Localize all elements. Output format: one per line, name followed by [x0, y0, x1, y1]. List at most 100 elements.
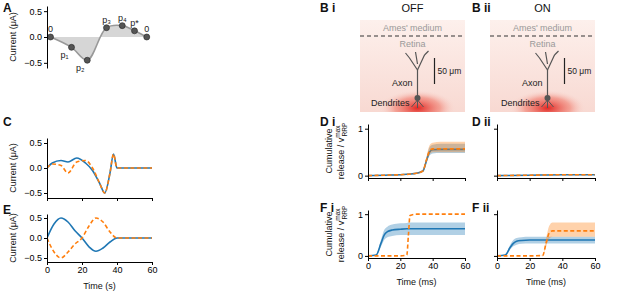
y-tick: 0: [358, 251, 368, 261]
point: [132, 28, 138, 34]
point-label: 0: [48, 24, 53, 34]
x-tick: 20: [396, 258, 406, 271]
y-axis-line: [47, 139, 48, 199]
y-axis-title: Current (μA): [8, 12, 18, 62]
x-tick: 40: [112, 262, 122, 275]
y-tick-label: 0.0: [29, 32, 42, 42]
y-tick: −0.5: [24, 253, 47, 263]
x-tick-mark: [595, 178, 596, 181]
y-tick: [494, 129, 497, 130]
y-tick-mark: [494, 214, 497, 215]
x-tick-label: 20: [77, 265, 87, 275]
point-label: p₃: [102, 15, 111, 25]
line: [497, 231, 595, 256]
point-label: 0: [144, 24, 149, 34]
x-tick-mark: [400, 178, 401, 181]
line: [368, 229, 465, 256]
medium-label: Ames' medium: [383, 23, 442, 33]
plot-marks: [47, 154, 152, 193]
panel: D ii: [472, 115, 596, 181]
y-axis-title-sub: RRP: [341, 123, 348, 137]
tissue-label: Retina: [529, 39, 555, 49]
x-axis: [498, 178, 596, 181]
error-band: [368, 142, 465, 176]
diagram-body: [360, 20, 465, 112]
x-tick: 20: [525, 258, 535, 271]
axon-label: Axon: [522, 78, 543, 88]
y-tick-mark: [44, 193, 47, 194]
y-tick-mark: [494, 129, 497, 130]
x-axis: [48, 198, 153, 201]
diagram-body: [490, 20, 595, 112]
x-tick-mark: [497, 178, 498, 181]
plot-marks: [497, 223, 595, 256]
neuron-axon: [547, 70, 548, 96]
panel-label: B i: [320, 1, 335, 15]
error-band: [368, 144, 465, 176]
x-axis-title: Time (ms): [396, 277, 436, 287]
y-axis: −0.50.00.5: [24, 213, 47, 263]
y-tick-mark: [365, 129, 368, 130]
x-tick-mark: [562, 178, 563, 181]
y-axis: 01: [358, 210, 369, 262]
scale-bar: [564, 58, 565, 84]
x-axis-title: Time (s): [83, 281, 116, 291]
x-tick: 60: [147, 262, 157, 275]
y-tick: −0.5: [24, 188, 47, 198]
y-axis-line: [368, 211, 369, 259]
y-tick: 0.5: [29, 138, 47, 148]
x-tick: 0: [366, 258, 371, 271]
x-tick-label: 60: [147, 265, 157, 275]
y-tick: 1: [358, 124, 368, 134]
error-band: [368, 223, 465, 256]
axon-label: Axon: [392, 78, 413, 88]
diagram-title: OFF: [402, 2, 424, 14]
y-axis: −0.50.00.5: [24, 138, 47, 198]
x-tick-label: 40: [112, 265, 122, 275]
x-tick-mark: [465, 178, 466, 181]
x-tick-label: 20: [525, 261, 535, 271]
panel-label: D ii: [472, 115, 491, 129]
line: [497, 174, 595, 177]
point-label: p₂: [76, 63, 85, 73]
y-tick-mark: [44, 238, 47, 239]
y-tick-label: 0.5: [29, 213, 42, 223]
point: [104, 25, 110, 31]
y-tick: [494, 214, 497, 215]
x-tick: [562, 178, 563, 181]
y-axis-title-sup: max: [334, 208, 341, 221]
x-tick-label: 40: [428, 261, 438, 271]
panel: 01D iCumulativerelease / vmaxRRP: [320, 115, 466, 181]
x-tick: [368, 178, 369, 181]
panel-label: C: [3, 115, 12, 129]
x-tick: 60: [460, 258, 470, 271]
x-tick-mark: [82, 198, 83, 201]
y-tick: 0.0: [29, 32, 47, 42]
point-label: p₁: [60, 50, 68, 60]
x-axis-line: [369, 258, 466, 259]
retina-boundary: [490, 36, 595, 37]
diagram: B iOFFAmes' mediumRetinaAxonDendrites50 …: [320, 1, 465, 126]
y-axis-line: [497, 211, 498, 259]
x-axis: 0 20 40 60: [366, 258, 471, 271]
x-tick: 40: [558, 258, 568, 271]
line: [47, 218, 152, 258]
point: [84, 57, 90, 63]
y-axis-title: Current (μA): [8, 213, 18, 263]
panel: −0.50.00.50204060ECurrent (μA)Time (s): [3, 203, 158, 291]
neuron-terminal: [536, 51, 559, 70]
plot-marks: [497, 174, 595, 175]
y-tick-mark: [494, 176, 497, 177]
medium-label: Ames' medium: [513, 23, 572, 33]
y-tick-mark: [44, 218, 47, 219]
point-label: p₄: [118, 13, 127, 23]
plot-marks: [368, 214, 465, 256]
x-tick-label: 60: [590, 261, 600, 271]
y-tick: [494, 176, 497, 177]
dendrites-label: Dendrites: [501, 98, 540, 108]
line: [368, 214, 465, 256]
error-band: [497, 223, 595, 256]
y-tick-mark: [44, 168, 47, 169]
y-tick-label: 0: [358, 171, 363, 181]
y-tick-mark: [44, 11, 47, 12]
